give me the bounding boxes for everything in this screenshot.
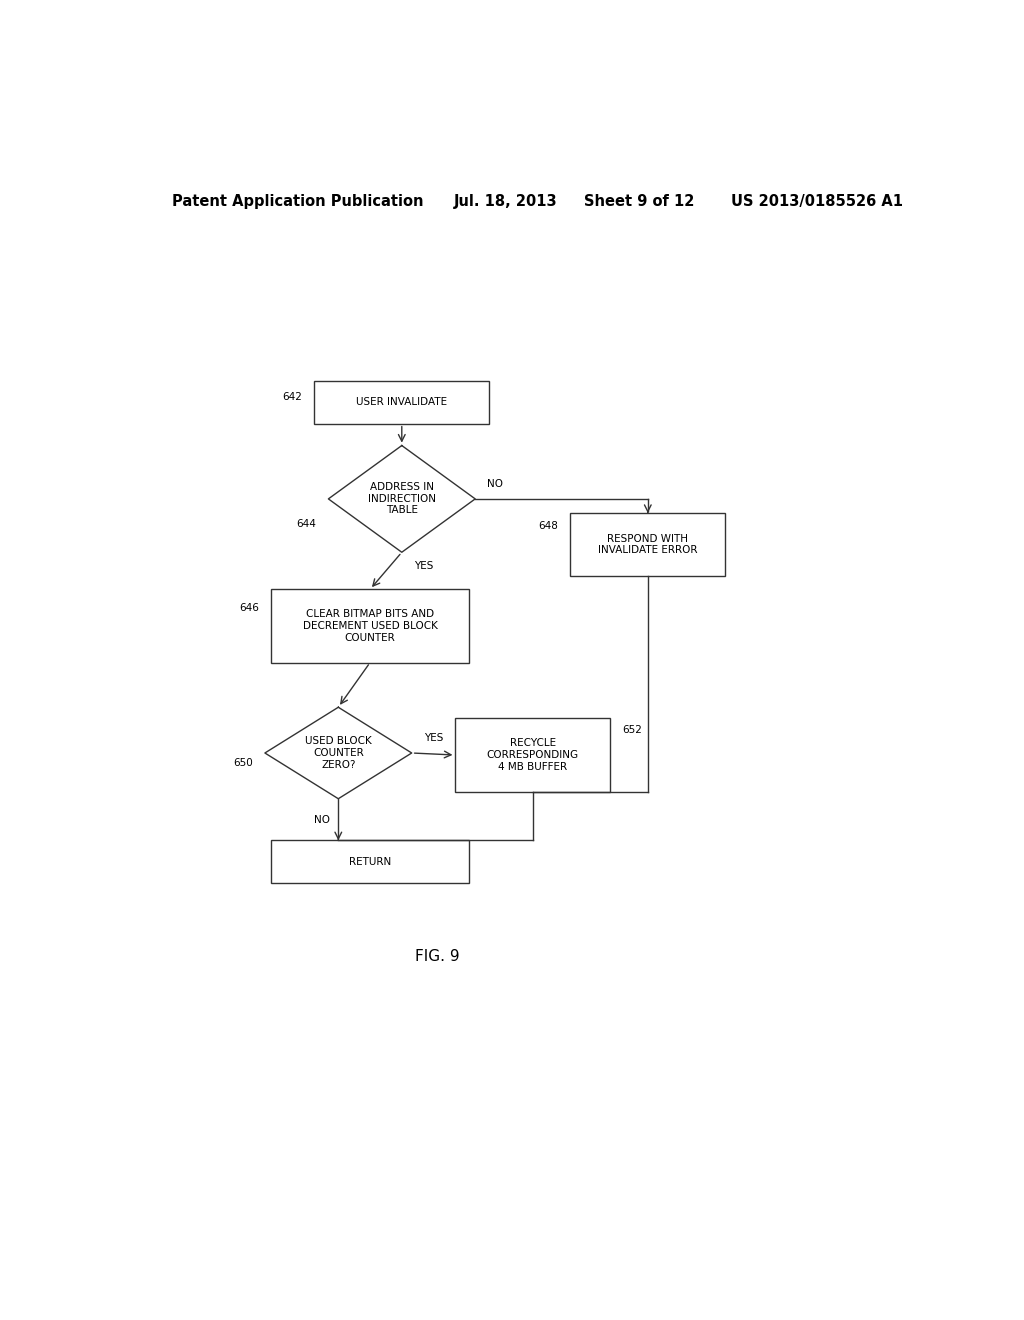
Text: RESPOND WITH
INVALIDATE ERROR: RESPOND WITH INVALIDATE ERROR	[598, 533, 697, 556]
Text: Jul. 18, 2013: Jul. 18, 2013	[454, 194, 557, 209]
Text: USED BLOCK
COUNTER
ZERO?: USED BLOCK COUNTER ZERO?	[305, 737, 372, 770]
Text: Patent Application Publication: Patent Application Publication	[172, 194, 423, 209]
Polygon shape	[265, 708, 412, 799]
Text: CLEAR BITMAP BITS AND
DECREMENT USED BLOCK
COUNTER: CLEAR BITMAP BITS AND DECREMENT USED BLO…	[303, 610, 437, 643]
Text: 646: 646	[239, 603, 259, 612]
Text: ADDRESS IN
INDIRECTION
TABLE: ADDRESS IN INDIRECTION TABLE	[368, 482, 436, 516]
Text: USER INVALIDATE: USER INVALIDATE	[356, 397, 447, 408]
FancyBboxPatch shape	[270, 589, 469, 663]
Polygon shape	[329, 446, 475, 552]
Text: RETURN: RETURN	[349, 857, 391, 867]
FancyBboxPatch shape	[314, 381, 489, 424]
Text: 644: 644	[297, 519, 316, 529]
FancyBboxPatch shape	[456, 718, 610, 792]
Text: YES: YES	[424, 733, 443, 743]
Text: NO: NO	[487, 479, 503, 488]
Text: 650: 650	[233, 758, 253, 768]
FancyBboxPatch shape	[270, 841, 469, 883]
Text: US 2013/0185526 A1: US 2013/0185526 A1	[731, 194, 903, 209]
Text: 642: 642	[283, 392, 303, 403]
Text: 648: 648	[539, 521, 558, 532]
Text: FIG. 9: FIG. 9	[415, 949, 460, 964]
Text: RECYCLE
CORRESPONDING
4 MB BUFFER: RECYCLE CORRESPONDING 4 MB BUFFER	[486, 738, 579, 772]
Text: YES: YES	[414, 561, 433, 570]
Text: NO: NO	[314, 814, 331, 825]
Text: 652: 652	[622, 725, 642, 735]
Text: Sheet 9 of 12: Sheet 9 of 12	[585, 194, 694, 209]
FancyBboxPatch shape	[570, 513, 725, 576]
